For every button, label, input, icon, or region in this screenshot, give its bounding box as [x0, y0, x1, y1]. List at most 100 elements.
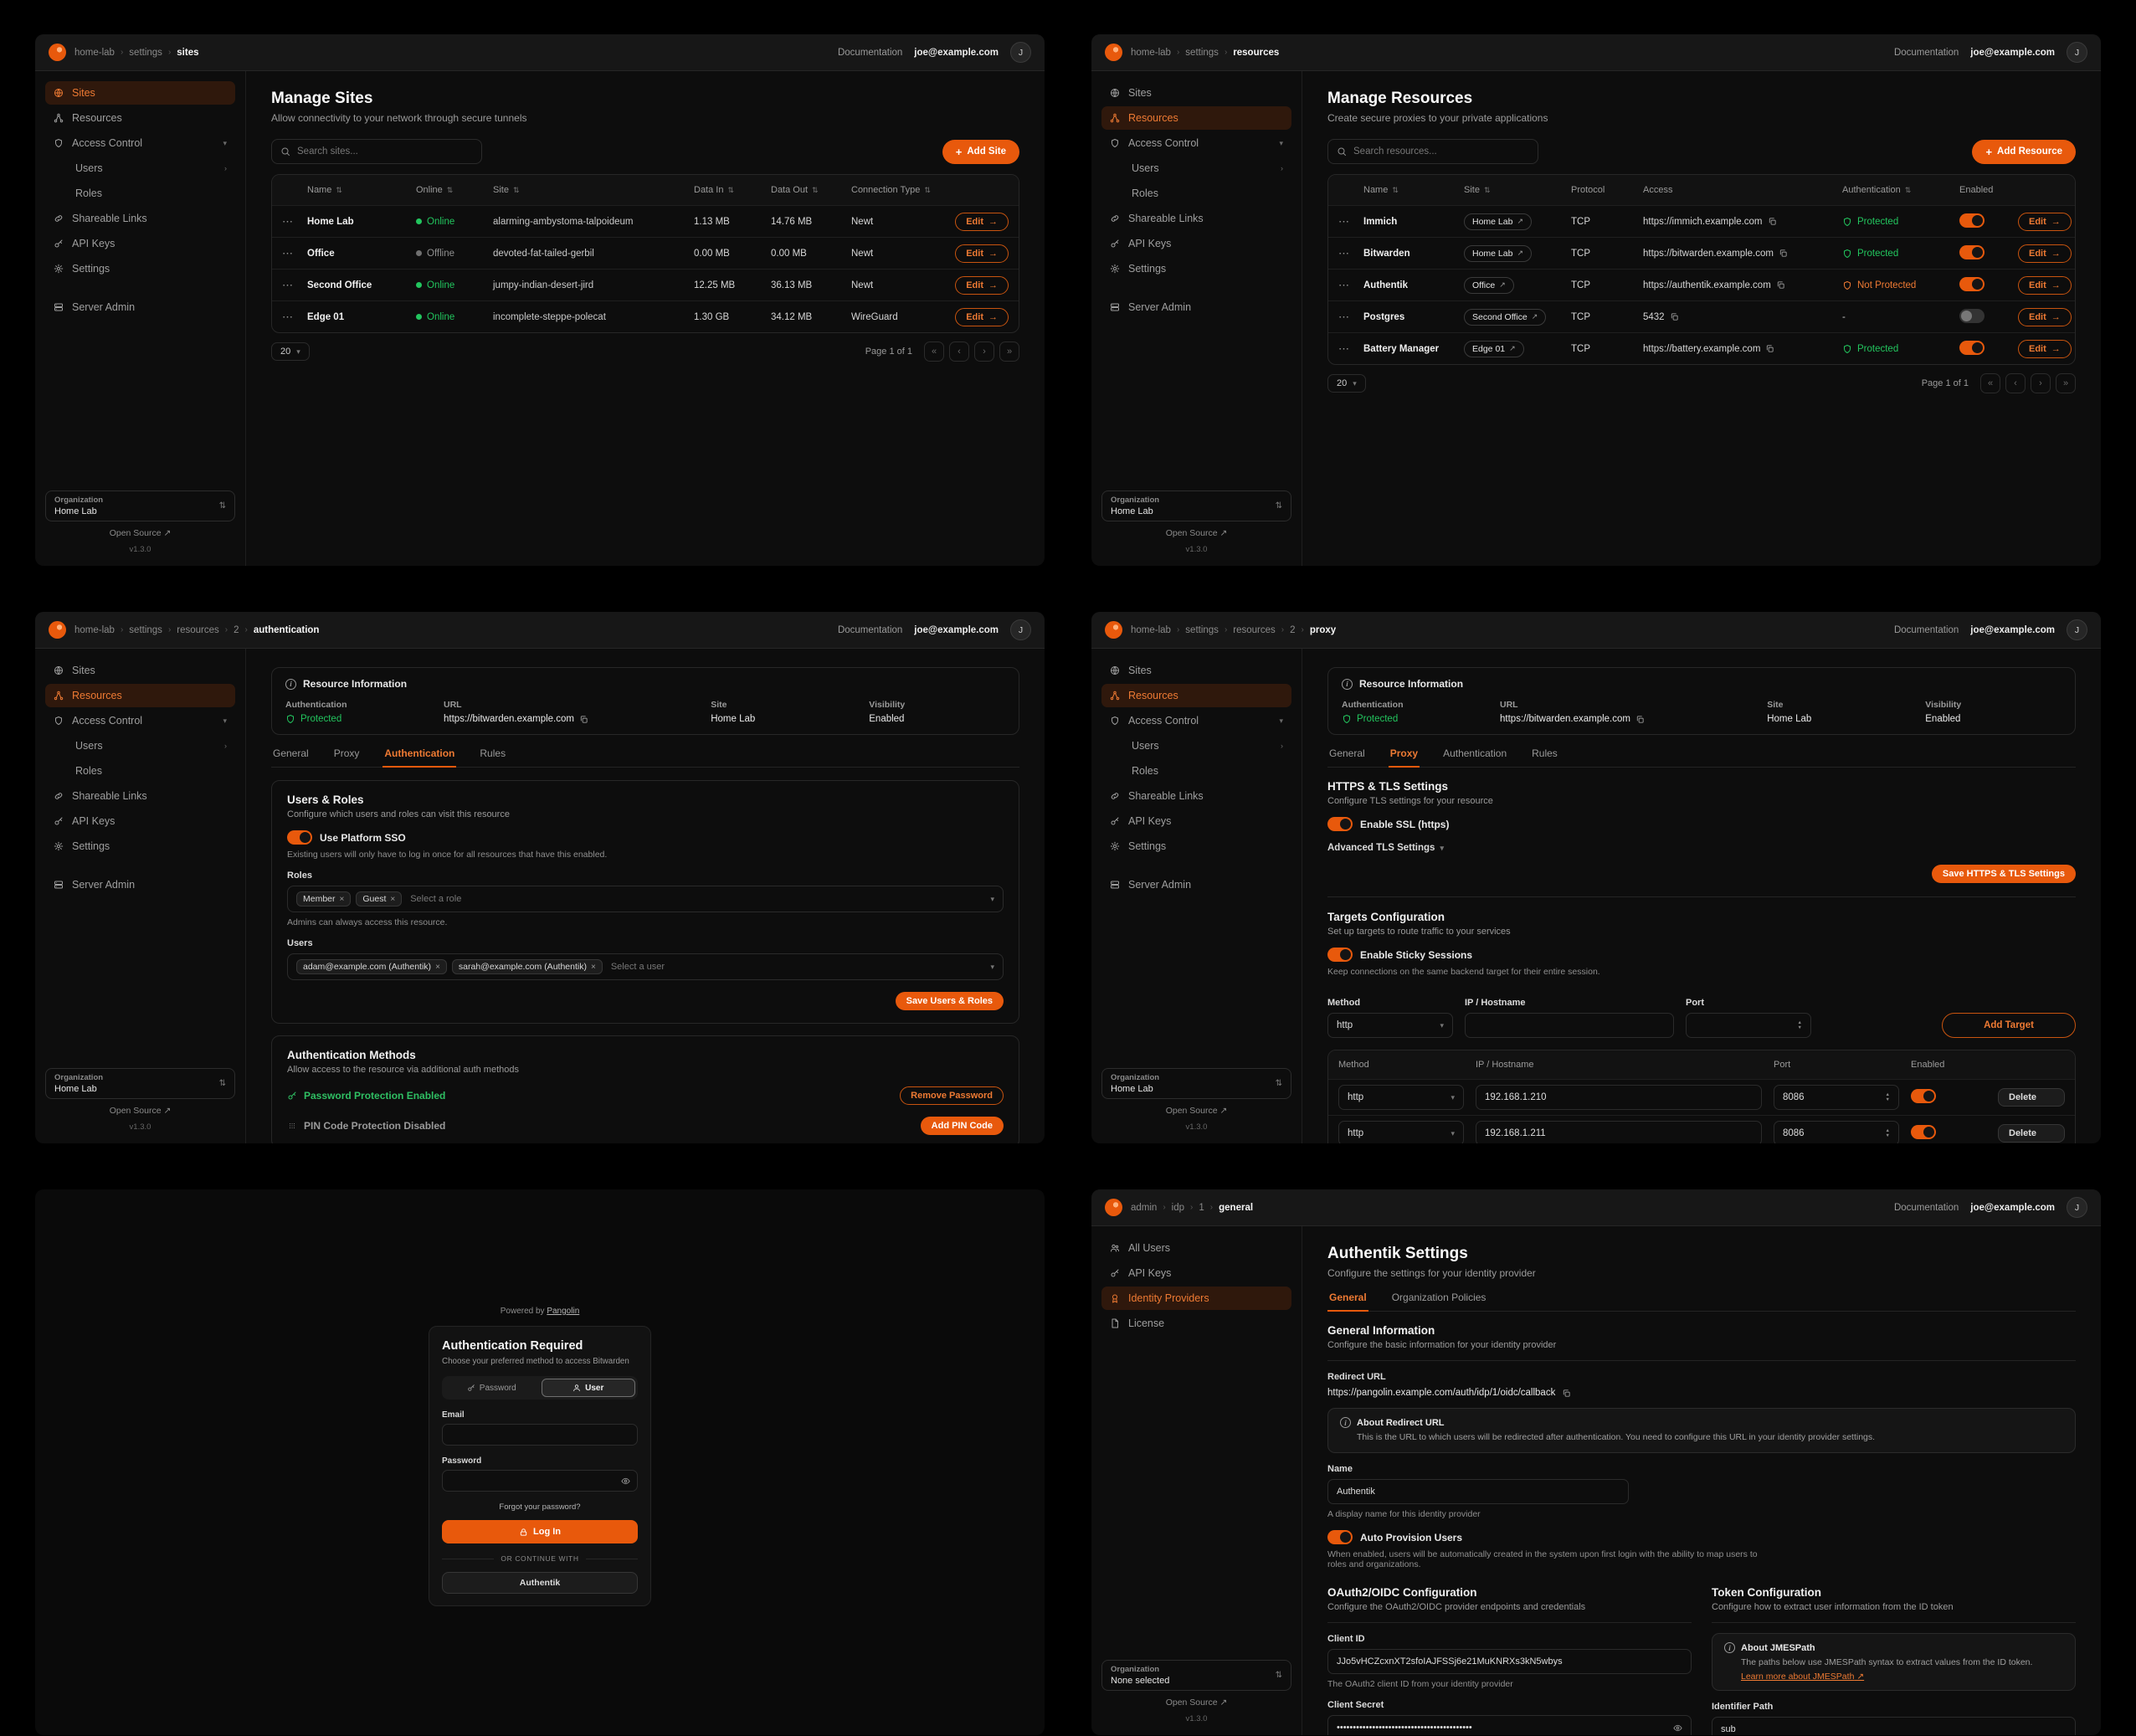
edit-button[interactable]: Edit →: [955, 212, 1009, 231]
tab-rules[interactable]: Rules: [480, 747, 506, 759]
documentation-link[interactable]: Documentation: [1893, 624, 1959, 635]
tab-general[interactable]: General: [1327, 1292, 1368, 1312]
stepper-icon[interactable]: ▲ ▼: [1885, 1092, 1890, 1102]
breadcrumb-settings[interactable]: settings: [129, 624, 162, 635]
tab-user-method[interactable]: User: [541, 1379, 635, 1397]
edit-button[interactable]: Edit →: [2018, 244, 2072, 263]
breadcrumb-home-lab[interactable]: home-lab: [1131, 624, 1171, 635]
delete-target-button[interactable]: Delete: [1998, 1124, 2065, 1143]
breadcrumb-authentication[interactable]: authentication: [253, 624, 320, 635]
port-input[interactable]: [1783, 1092, 1881, 1102]
documentation-link[interactable]: Documentation: [837, 47, 903, 58]
target-enabled-toggle[interactable]: [1911, 1089, 1936, 1103]
breadcrumb-idp[interactable]: idp: [1171, 1202, 1185, 1213]
add-pin-button[interactable]: Add PIN Code: [920, 1117, 1004, 1135]
sidebar-item-roles[interactable]: Roles: [75, 187, 102, 199]
sidebar-item-resources[interactable]: Resources: [1101, 106, 1291, 130]
tab-rules[interactable]: Rules: [1532, 747, 1558, 759]
tab-general[interactable]: General: [273, 747, 309, 759]
port-input[interactable]: [1783, 1128, 1881, 1138]
remove-icon[interactable]: ×: [339, 894, 345, 904]
account-email[interactable]: joe@example.com: [1970, 1202, 2055, 1213]
edit-button[interactable]: Edit →: [955, 307, 1009, 326]
open-source-link[interactable]: Open Source ↗: [1165, 1697, 1228, 1708]
ip-hostname-input[interactable]: [1474, 1020, 1665, 1030]
row-menu-button[interactable]: ⋯: [282, 246, 294, 259]
account-email[interactable]: joe@example.com: [1970, 624, 2055, 635]
copy-icon[interactable]: [579, 715, 588, 724]
access-url[interactable]: https://immich.example.com: [1643, 216, 1763, 227]
client-secret-input[interactable]: [1337, 1723, 1668, 1733]
documentation-link[interactable]: Documentation: [1893, 1202, 1959, 1213]
breadcrumb-admin[interactable]: admin: [1131, 1202, 1158, 1213]
breadcrumb-resources[interactable]: resources: [177, 624, 219, 635]
sidebar-item-sites[interactable]: Sites: [45, 81, 235, 105]
add-target-button[interactable]: Add Target: [1942, 1013, 2076, 1038]
prev-page-button[interactable]: ‹: [949, 342, 969, 362]
advanced-tls-settings[interactable]: Advanced TLS Settings ▾: [1327, 843, 1444, 853]
tab-organization-policies[interactable]: Organization Policies: [1391, 1292, 1486, 1303]
tab-authentication[interactable]: Authentication: [1443, 747, 1507, 759]
user-chip[interactable]: adam@example.com (Authentik) ×: [296, 959, 447, 974]
roles-select[interactable]: Member × Guest × Select a role ▾: [287, 886, 1004, 912]
breadcrumb-general[interactable]: general: [1219, 1202, 1254, 1213]
first-page-button[interactable]: «: [1980, 373, 2000, 393]
sidebar-item-roles[interactable]: Roles: [75, 765, 102, 777]
documentation-link[interactable]: Documentation: [1893, 47, 1959, 58]
prev-page-button[interactable]: ‹: [2005, 373, 2026, 393]
next-page-button[interactable]: ›: [2031, 373, 2051, 393]
breadcrumb-resource-id[interactable]: 2: [1290, 624, 1296, 635]
sticky-sessions-toggle[interactable]: [1327, 948, 1353, 962]
column-header-name[interactable]: Name ⇅: [1363, 185, 1399, 195]
sidebar-item-access-control[interactable]: Access Control ▾: [1101, 709, 1291, 732]
site-badge[interactable]: Second Office ↗: [1464, 308, 1547, 326]
save-tls-button[interactable]: Save HTTPS & TLS Settings: [1931, 865, 2076, 883]
breadcrumb-resources[interactable]: resources: [1233, 47, 1280, 58]
tab-proxy[interactable]: Proxy: [1388, 747, 1420, 768]
pangolin-logo-icon[interactable]: [49, 44, 66, 61]
first-page-button[interactable]: «: [924, 342, 944, 362]
copy-icon[interactable]: [1768, 217, 1777, 226]
site-badge[interactable]: Home Lab ↗: [1464, 213, 1532, 230]
sidebar-item-users[interactable]: Users ›: [75, 740, 227, 752]
enabled-toggle[interactable]: [1959, 213, 1985, 228]
copy-icon[interactable]: [1779, 249, 1788, 258]
client-id-input[interactable]: [1337, 1656, 1682, 1667]
sidebar-item-server-admin[interactable]: Server Admin: [45, 873, 235, 896]
redirect-url-value[interactable]: https://pangolin.example.com/auth/idp/1/…: [1327, 1388, 1556, 1398]
row-menu-button[interactable]: ⋯: [1338, 278, 1350, 291]
access-url[interactable]: https://bitwarden.example.com: [1643, 248, 1774, 259]
ip-hostname-input[interactable]: [1485, 1092, 1753, 1102]
sidebar-item-settings[interactable]: Settings: [1101, 257, 1291, 280]
edit-button[interactable]: Edit →: [955, 244, 1009, 263]
sidebar-item-access-control[interactable]: Access Control ▾: [45, 131, 235, 155]
account-email[interactable]: joe@example.com: [1970, 47, 2055, 58]
avatar[interactable]: J: [2067, 42, 2087, 63]
enabled-toggle[interactable]: [1959, 308, 1985, 323]
user-chip[interactable]: sarah@example.com (Authentik) ×: [451, 959, 603, 974]
column-header-name[interactable]: Name ⇅: [307, 185, 342, 195]
authentik-login-button[interactable]: Authentik: [442, 1572, 638, 1594]
sidebar-item-sites[interactable]: Sites: [1101, 81, 1291, 105]
column-header-data-in[interactable]: Data In ⇅: [694, 185, 735, 195]
organization-picker[interactable]: Organization None selected ⇅: [1101, 1660, 1291, 1691]
edit-button[interactable]: Edit →: [2018, 212, 2072, 231]
sidebar-item-settings[interactable]: Settings: [1101, 835, 1291, 858]
organization-picker[interactable]: Organization Home Lab ⇅: [45, 490, 235, 521]
tab-proxy[interactable]: Proxy: [333, 747, 360, 759]
save-users-roles-button[interactable]: Save Users & Roles: [895, 992, 1004, 1010]
sidebar-item-sites[interactable]: Sites: [45, 659, 235, 682]
sidebar-item-api-keys[interactable]: API Keys: [1101, 1261, 1291, 1285]
breadcrumb-settings[interactable]: settings: [1185, 47, 1219, 58]
remove-password-button[interactable]: Remove Password: [900, 1086, 1004, 1105]
eye-icon[interactable]: [1673, 1723, 1682, 1733]
pangolin-logo-icon[interactable]: [1105, 621, 1122, 639]
sidebar-item-roles[interactable]: Roles: [1132, 765, 1158, 777]
enabled-toggle[interactable]: [1959, 244, 1985, 259]
method-select[interactable]: http ▾: [1338, 1085, 1464, 1110]
method-select[interactable]: http ▾: [1327, 1013, 1453, 1038]
sidebar-item-users[interactable]: Users ›: [1132, 740, 1283, 752]
role-chip[interactable]: Member ×: [296, 891, 352, 907]
account-email[interactable]: joe@example.com: [914, 624, 999, 635]
sidebar-item-api-keys[interactable]: API Keys: [1101, 809, 1291, 833]
